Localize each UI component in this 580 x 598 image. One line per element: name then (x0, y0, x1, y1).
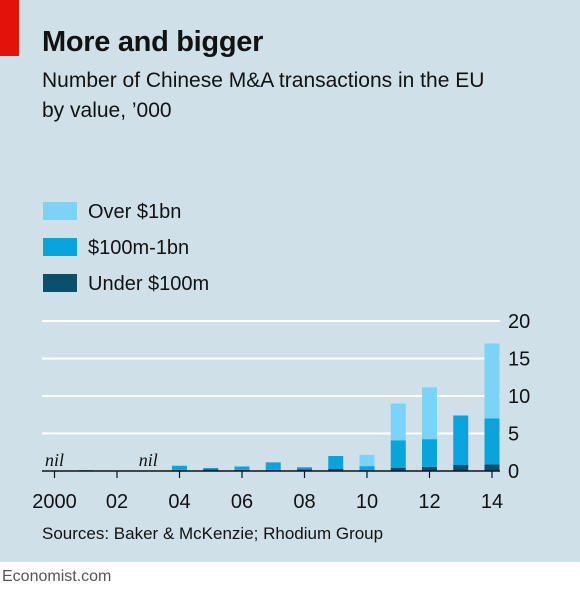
y-tick-label-10: 10 (508, 386, 530, 408)
legend-swatch-0 (43, 202, 77, 220)
x-tick-label-10: 10 (356, 491, 378, 513)
bar-11-series-0 (390, 468, 406, 471)
bar-09-series-1 (328, 456, 344, 469)
x-tick-label-2000: 2000 (32, 491, 77, 513)
x-tick-label-04: 04 (168, 491, 190, 513)
annotation-nil-03: nil (139, 450, 158, 470)
bar-04-series-1 (172, 465, 187, 470)
bar-14-series-1 (484, 418, 500, 465)
bar-12-series-2 (422, 387, 437, 440)
legend-swatch-1 (43, 238, 77, 256)
legend-label-0: Over $1bn (88, 201, 181, 223)
bar-10-series-1 (359, 466, 375, 470)
bar-13-series-1 (453, 415, 469, 465)
annotation-nil-2000: nil (45, 450, 64, 470)
bar-07-series-1 (265, 462, 281, 470)
x-tick-label-14: 14 (481, 491, 503, 513)
bar-06-series-1 (234, 466, 250, 470)
brand-red-tab (0, 0, 19, 56)
chart-subtitle: Number of Chinese M&A transactions in th… (42, 69, 485, 122)
bar-05-series-1 (203, 468, 219, 470)
bar-14-series-0 (484, 464, 500, 471)
bar-12-series-0 (422, 466, 437, 471)
x-tick-label-08: 08 (293, 491, 315, 513)
bar-13-series-0 (453, 465, 469, 471)
bar-12-series-1 (422, 439, 437, 467)
y-tick-label-20: 20 (508, 311, 530, 333)
source-note: Sources: Baker & McKenzie; Rhodium Group (42, 524, 384, 543)
bar-11-series-2 (390, 403, 406, 441)
bar-08-series-1 (297, 467, 312, 470)
chart-panel: More and bigger Number of Chinese M&A tr… (0, 0, 580, 562)
brand-footer: Economist.com (2, 568, 112, 585)
legend-label-2: Under $100m (88, 273, 209, 295)
bar-14-series-2 (484, 343, 500, 419)
legend-swatch-2 (43, 274, 77, 292)
x-tick-label-06: 06 (231, 491, 253, 513)
stacked-bar-chart: 0 5 10 15 20 2000 02 04 06 08 10 12 14 nil nil Over $1b… (32, 201, 531, 513)
chart-title: More and bigger (42, 26, 264, 58)
bar-11-series-1 (390, 440, 406, 468)
bar-10-series-2 (359, 454, 375, 467)
y-tick-label-5: 5 (508, 424, 519, 446)
bar-09-series-0 (328, 468, 344, 471)
y-tick-label-0: 0 (508, 461, 519, 483)
x-tick-label-12: 12 (418, 491, 440, 513)
y-tick-label-15: 15 (508, 349, 530, 371)
x-tick-label-02: 02 (106, 491, 128, 513)
legend-label-1: $100m-1bn (88, 237, 189, 259)
